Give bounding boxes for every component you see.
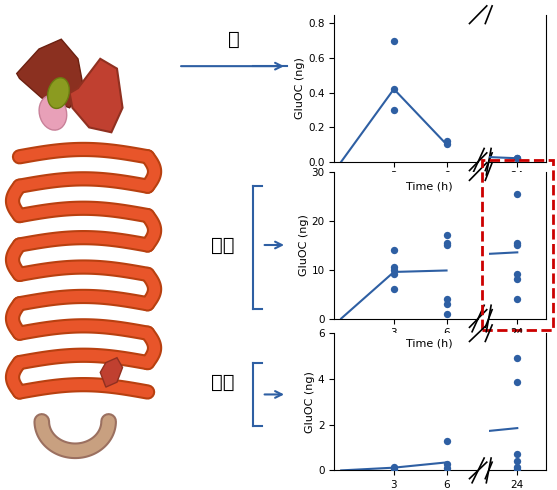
Text: Time (h): Time (h) [406,181,453,191]
Point [513,354,522,362]
Ellipse shape [48,78,69,108]
Y-axis label: GluOC (ng): GluOC (ng) [299,214,309,276]
Point [513,466,522,473]
Point [513,241,522,249]
Point [442,460,451,467]
Text: 胃: 胃 [228,30,240,49]
Point [442,437,451,444]
Point [513,463,522,471]
Point [389,285,398,293]
Point [442,231,451,239]
Point [389,266,398,273]
Point [442,141,451,148]
Text: Time (h): Time (h) [406,338,453,348]
Point [442,241,451,249]
Ellipse shape [39,95,67,130]
Point [389,37,398,45]
Point [389,466,398,473]
Point [513,239,522,246]
Point [442,464,451,472]
Point [513,154,522,162]
Point [442,300,451,308]
Polygon shape [17,39,84,108]
Point [513,275,522,283]
Point [513,457,522,465]
Text: 小腸: 小腸 [211,236,234,254]
Text: 大腸: 大腸 [211,373,234,392]
Point [513,190,522,197]
Point [513,378,522,386]
Y-axis label: GluOC (ng): GluOC (ng) [305,371,315,433]
Point [442,295,451,303]
Polygon shape [100,358,123,387]
Point [389,106,398,114]
Point [513,154,522,162]
Polygon shape [70,59,123,132]
Point [513,295,522,303]
Point [389,85,398,93]
Point [513,450,522,458]
Point [442,137,451,145]
Point [389,263,398,271]
Point [389,246,398,254]
Point [442,239,451,246]
Point [389,463,398,471]
Point [442,310,451,318]
Point [513,270,522,278]
Point [389,270,398,278]
Y-axis label: GluOC (ng): GluOC (ng) [295,57,305,119]
Bar [482,160,553,330]
